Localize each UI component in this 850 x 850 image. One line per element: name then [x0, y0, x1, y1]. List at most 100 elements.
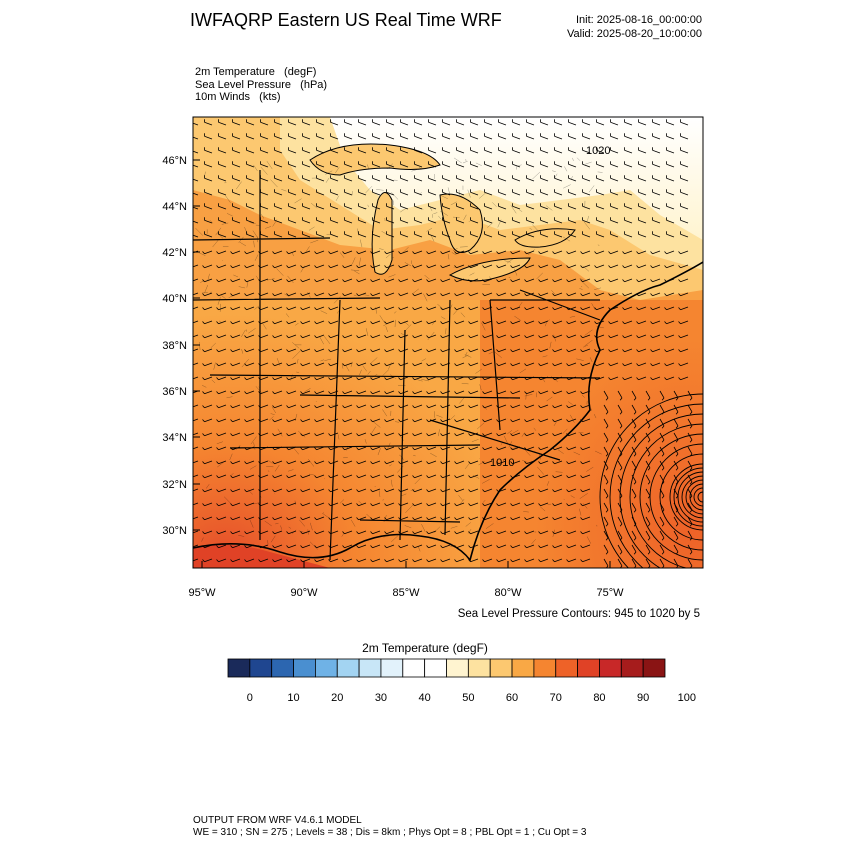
wind-barb	[484, 292, 493, 297]
wind-barb-flag	[496, 377, 499, 380]
wind-barb	[652, 250, 661, 255]
wind-barb-flag	[689, 397, 693, 401]
wind-barb	[596, 163, 605, 168]
wind-barb-flag	[342, 489, 345, 492]
wind-barb	[631, 460, 637, 469]
wind-barb	[428, 474, 437, 479]
colorbar-swatch	[293, 658, 316, 678]
wind-barb-flag	[412, 475, 415, 478]
county-line	[436, 414, 443, 418]
wind-barb	[260, 502, 269, 507]
wind-barb	[260, 446, 269, 451]
wind-barb	[193, 192, 199, 196]
wind-barb-flag	[244, 293, 247, 296]
wind-barb-flag	[664, 279, 667, 282]
wind-barb-flag	[552, 321, 555, 324]
wind-barb	[232, 163, 241, 168]
wind-barb	[456, 390, 465, 395]
wind-barb-flag	[608, 251, 611, 254]
wind-barb-flag	[356, 279, 359, 282]
county-line	[586, 536, 591, 544]
wind-barb-flag	[258, 377, 261, 380]
wind-barb-flag	[300, 433, 303, 436]
wind-barb	[232, 233, 241, 238]
wind-barb-flag	[216, 517, 219, 520]
county-line	[307, 292, 311, 298]
wind-barb-flag	[440, 321, 443, 324]
wind-barb-flag	[398, 335, 401, 338]
wind-barb	[568, 306, 577, 311]
county-line	[266, 278, 275, 281]
wind-barb-flag	[552, 433, 555, 436]
wind-barb	[372, 278, 381, 283]
wind-barb-flag	[482, 545, 485, 548]
wind-barb-flag	[412, 559, 415, 562]
wind-barb	[610, 149, 619, 154]
wind-barb-flag	[384, 349, 387, 352]
wind-barb-flag	[580, 363, 583, 366]
wind-barb	[302, 544, 311, 549]
wind-barb	[316, 219, 325, 224]
wind-barb	[232, 278, 241, 283]
wind-barb-flag	[398, 545, 401, 548]
wind-barb	[470, 530, 479, 535]
wind-barb	[344, 558, 353, 563]
wind-barb-flag	[230, 433, 233, 436]
wind-barb-flag	[482, 433, 485, 436]
wind-barb	[512, 233, 521, 238]
pressure-ring	[609, 403, 703, 568]
county-line	[504, 435, 509, 444]
wind-barb	[260, 149, 269, 154]
wind-barb	[624, 334, 633, 339]
wind-barb	[652, 149, 661, 154]
county-line	[274, 464, 280, 472]
wind-barb	[652, 348, 661, 353]
wind-barb	[624, 135, 633, 140]
wind-barb	[498, 460, 507, 465]
wind-barb	[400, 334, 409, 339]
wind-barb-flag	[286, 475, 289, 478]
wind-barb-flag	[272, 447, 275, 450]
wind-barb	[232, 474, 241, 479]
county-line	[253, 502, 260, 505]
wind-barb-flag	[440, 447, 443, 450]
wind-barb	[260, 348, 269, 353]
wind-barb-flag	[258, 279, 261, 282]
wind-barb-flag	[342, 363, 345, 366]
wind-barb-flag	[580, 293, 583, 296]
wind-barb	[358, 177, 367, 182]
wind-barb	[470, 149, 479, 154]
wind-barb	[484, 418, 493, 423]
wind-barb-flag	[356, 293, 359, 296]
wind-barb-flag	[342, 433, 345, 436]
county-line	[401, 455, 404, 461]
colorbar-swatch	[271, 658, 294, 678]
wind-barb-flag	[426, 559, 429, 562]
wind-barb-flag	[244, 377, 247, 380]
colorbar-tick-label: 80	[593, 692, 605, 704]
wind-barb-flag	[244, 321, 247, 324]
wind-barb-flag	[412, 517, 415, 520]
wind-barb-flag	[468, 545, 471, 548]
wind-barb	[344, 544, 353, 549]
wind-barb	[624, 264, 633, 269]
wind-barb	[414, 334, 423, 339]
wind-barb	[428, 250, 437, 255]
wind-barb-flag	[328, 419, 331, 422]
wind-barb-flag	[258, 503, 261, 506]
wind-barb	[330, 278, 339, 283]
wind-barb	[582, 233, 591, 238]
wind-barb-flag	[189, 363, 191, 365]
wind-barb	[316, 474, 325, 479]
county-line	[438, 215, 442, 220]
wind-barb	[526, 502, 535, 507]
wind-barb-flag	[580, 391, 583, 394]
wind-barb	[526, 233, 535, 238]
county-line	[351, 269, 360, 271]
wind-barb-flag	[538, 475, 541, 478]
wind-barb-flag	[202, 545, 205, 548]
wind-barb	[274, 432, 283, 437]
wind-barb-flag	[594, 349, 597, 352]
wind-barb	[680, 320, 689, 325]
wind-barb	[232, 418, 241, 423]
